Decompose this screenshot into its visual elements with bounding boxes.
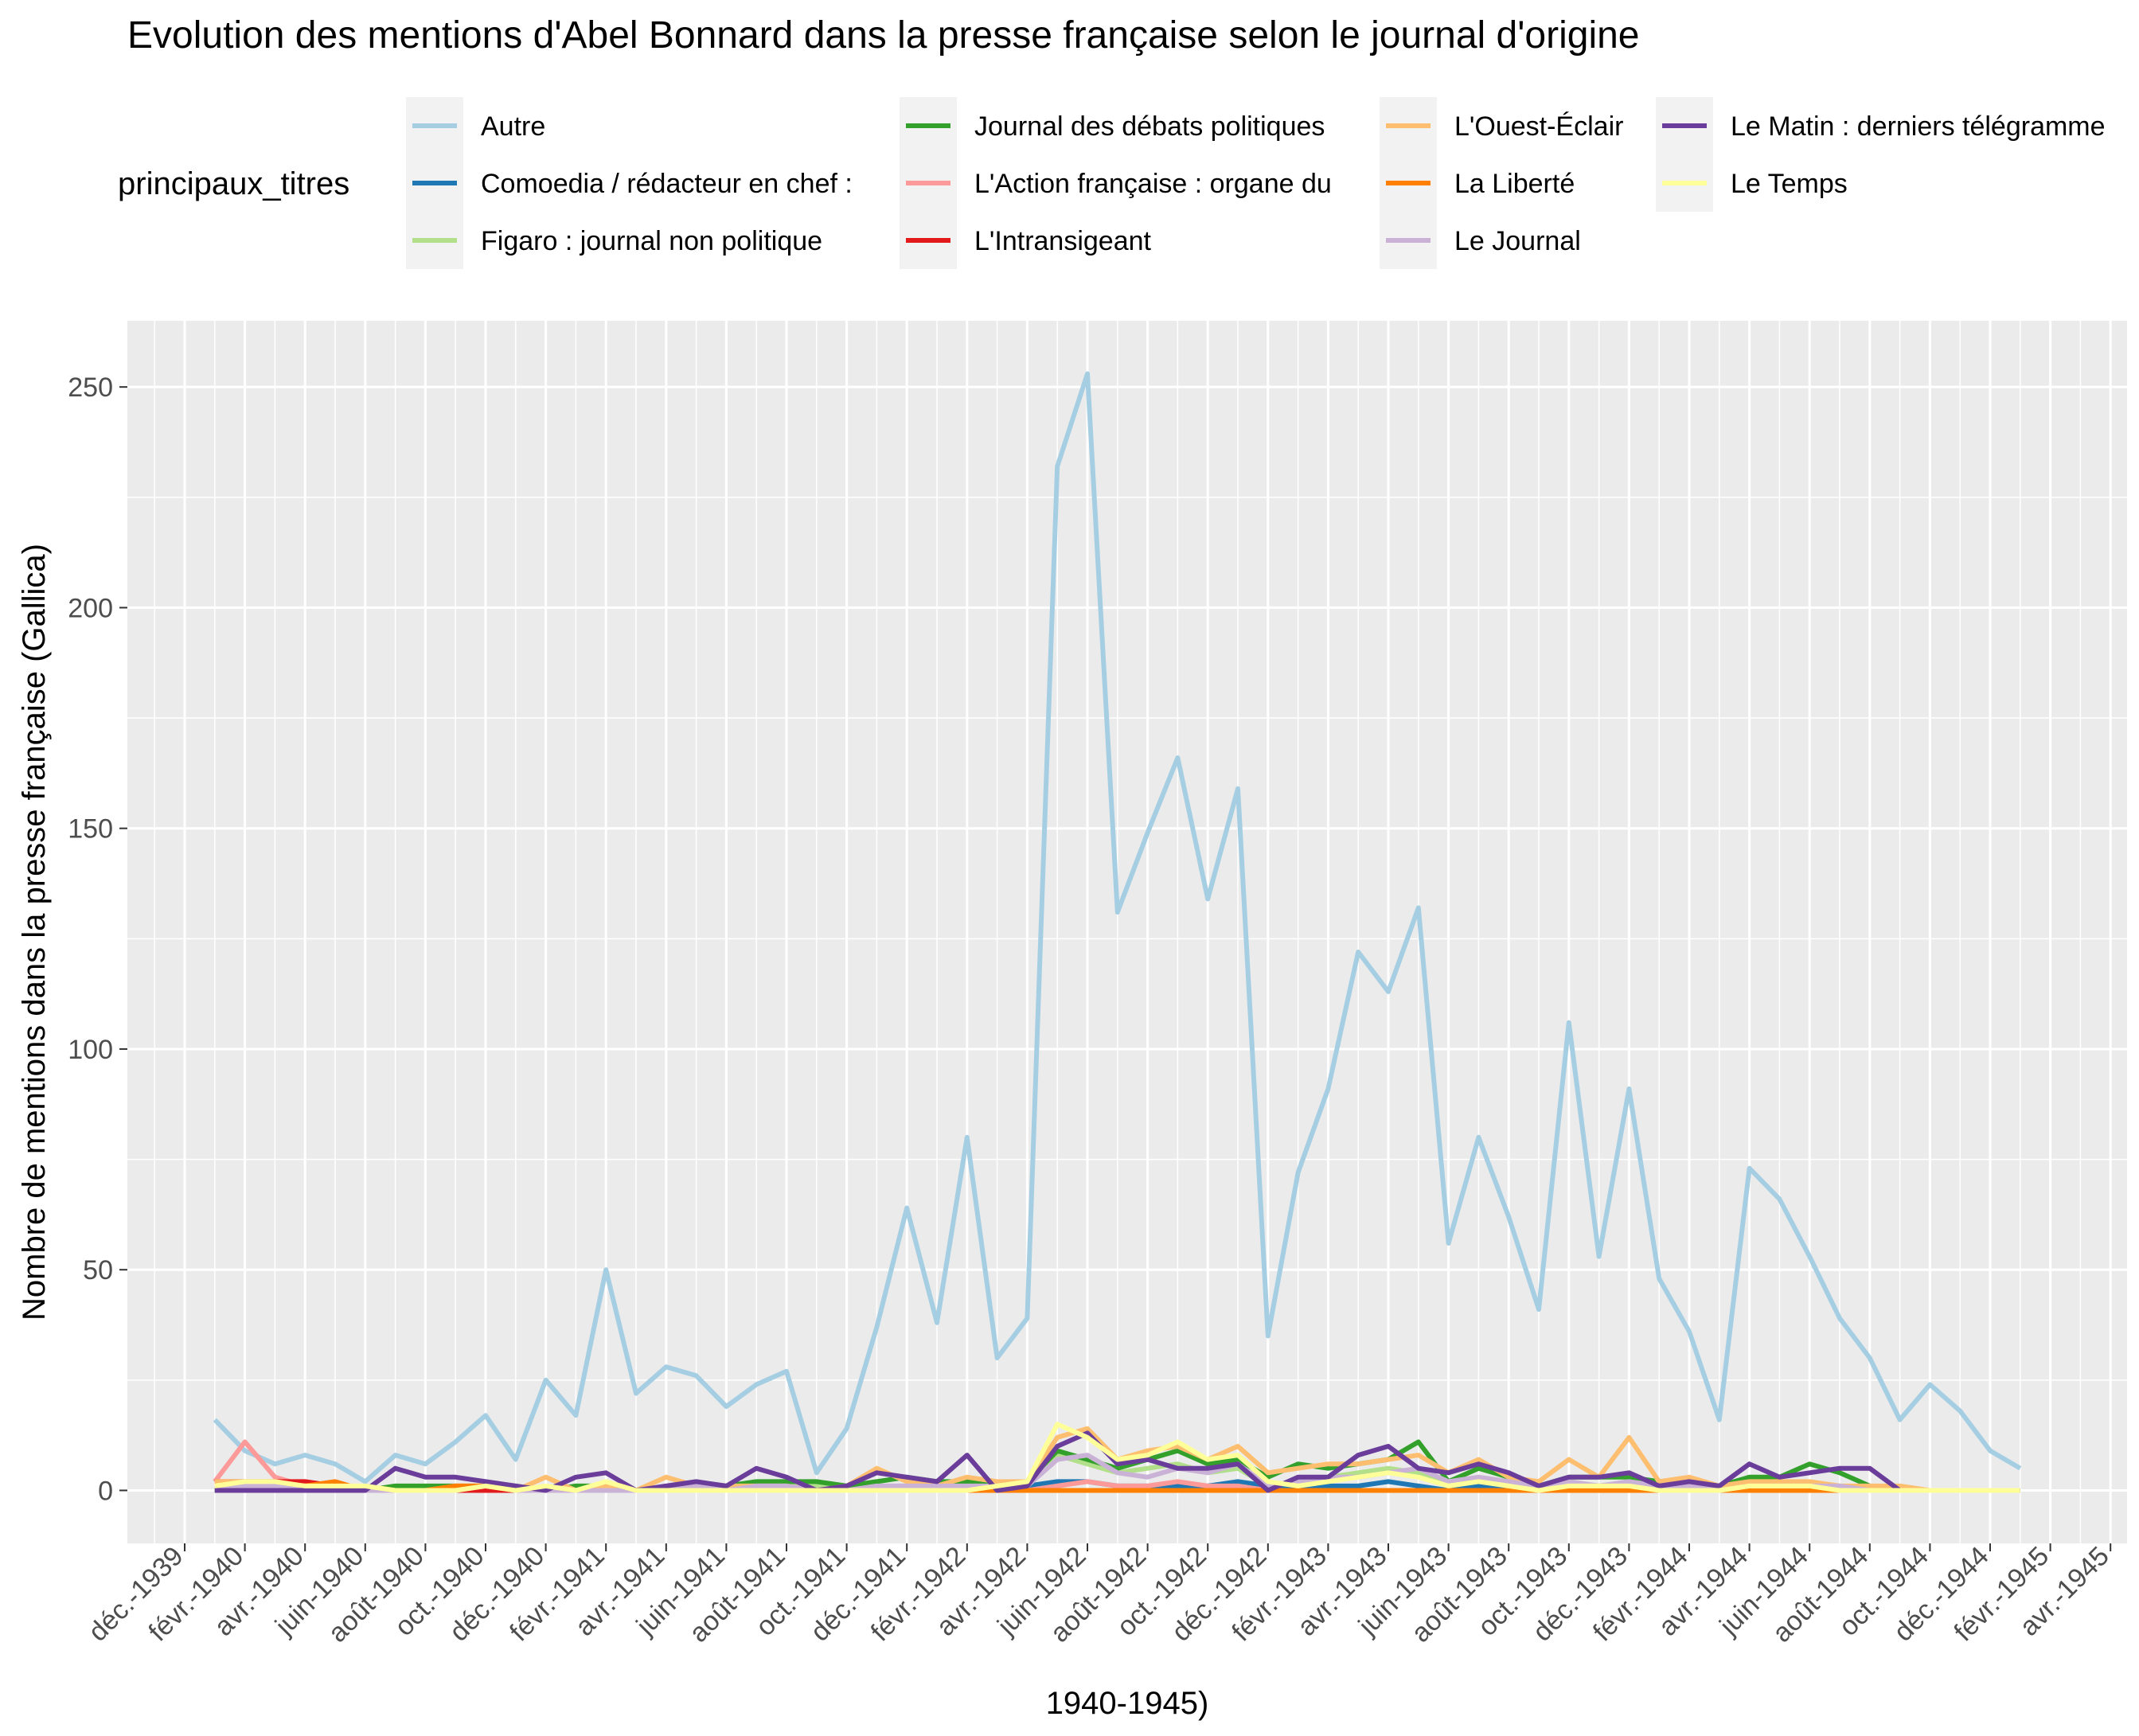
- legend: principaux_titres Autre Comoedia / rédact…: [118, 97, 2106, 269]
- legend-entry: L'Intransigeant: [900, 212, 1152, 269]
- y-tick-label: 150: [68, 814, 113, 845]
- grid: [127, 321, 2127, 1543]
- y-tick-label: 250: [68, 373, 113, 403]
- y-tick-label: 0: [98, 1476, 113, 1506]
- series-lines: [213, 371, 2022, 1493]
- y-tick-label: 200: [68, 593, 113, 623]
- x-axis-title: 1940-1945): [1046, 1686, 1209, 1721]
- legend-entry: La Liberté: [1380, 154, 1575, 212]
- legend-label: L'Intransigeant: [974, 226, 1152, 256]
- legend-label: Autre: [481, 111, 545, 142]
- series-line-10: [214, 1422, 2020, 1493]
- legend-entry: L'Ouest-Éclair: [1380, 97, 1623, 154]
- legend-entry: Le Temps: [1656, 154, 1848, 212]
- legend-entry: Comoedia / rédacteur en chef :: [406, 154, 853, 212]
- legend-label: Le Temps: [1731, 169, 1848, 199]
- legend-entry: Journal des débats politiques: [900, 97, 1325, 154]
- legend-entry: Autre: [406, 97, 545, 154]
- series-line-9: [214, 1430, 2020, 1493]
- legend-label: Le Matin : derniers télégramme: [1731, 111, 2106, 142]
- legend-label: Le Journal: [1454, 226, 1581, 256]
- y-tick-label: 50: [83, 1255, 113, 1285]
- plot-panel: [127, 321, 2127, 1543]
- legend-label: L'Ouest-Éclair: [1454, 111, 1623, 142]
- legend-entry: Le Matin : derniers télégramme: [1656, 97, 2106, 154]
- legend-label: Comoedia / rédacteur en chef :: [481, 169, 853, 199]
- legend-label: L'Action française : organe du: [974, 169, 1332, 199]
- legend-entry: Figaro : journal non politique: [406, 212, 822, 269]
- legend-entry: Le Journal: [1380, 212, 1581, 269]
- y-axis: 0 50 100 150 200 250: [68, 373, 127, 1506]
- y-axis-title: Nombre de mentions dans la presse frança…: [17, 544, 52, 1321]
- legend-label: La Liberté: [1454, 169, 1575, 199]
- series-line-0: [213, 371, 2022, 1484]
- y-tick-label: 100: [68, 1035, 113, 1065]
- chart-title: Evolution des mentions d'Abel Bonnard da…: [127, 14, 1640, 57]
- legend-title: principaux_titres: [118, 166, 349, 201]
- legend-entry: L'Action française : organe du: [900, 154, 1332, 212]
- legend-label: Journal des débats politiques: [974, 111, 1325, 142]
- legend-label: Figaro : journal non politique: [481, 226, 822, 256]
- x-axis: déc.-1939févr.-1940avr.-1940juin-1940aoû…: [83, 1541, 2115, 1648]
